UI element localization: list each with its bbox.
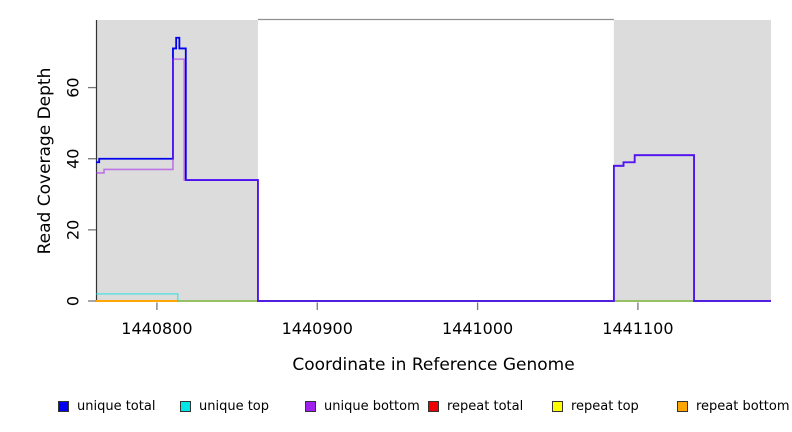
- x-tick-label: 1441100: [602, 319, 673, 338]
- legend-label-unique-total: unique total: [77, 399, 156, 414]
- legend-label-repeat-bottom: repeat bottom: [696, 399, 790, 414]
- legend-label-repeat-total: repeat total: [447, 399, 524, 414]
- legend-item-repeat-top: repeat top: [552, 399, 639, 414]
- legend-item-unique-total: unique total: [58, 399, 155, 414]
- repeat-region-rect: [96, 20, 258, 302]
- y-tick-label: 40: [64, 149, 83, 169]
- repeat-region-rect: [613, 20, 771, 302]
- y-tick-label: 20: [64, 220, 83, 240]
- series-lines: [96, 36, 771, 302]
- x-axis: 1440800 1440900 1441000 1441100: [121, 302, 674, 338]
- legend-item-unique-top: unique top: [180, 399, 269, 414]
- legend-label-repeat-top: repeat top: [571, 399, 639, 414]
- y-axis: 0 20 40 60: [64, 20, 98, 306]
- legend-swatch-repeat-total: [428, 401, 439, 412]
- legend-label-unique-top: unique top: [199, 399, 270, 414]
- series-line-unique-bottom: [96, 58, 771, 302]
- x-tick-label: 1440900: [282, 319, 353, 338]
- x-axis-title: Coordinate in Reference Genome: [292, 355, 575, 375]
- y-tick-label: 0: [64, 296, 83, 306]
- y-tick-label: 60: [64, 77, 83, 97]
- legend-swatch-repeat-bottom: [677, 401, 688, 412]
- repeat-regions: [96, 20, 771, 302]
- x-tick-label: 1440800: [121, 319, 192, 338]
- y-axis-title: Read Coverage Depth: [35, 67, 55, 255]
- legend-item-unique-bottom: unique bottom: [305, 399, 420, 414]
- legend-swatch-unique-total: [58, 401, 69, 412]
- legend-label-unique-bottom: unique bottom: [324, 399, 420, 414]
- legend-swatch-unique-bottom: [305, 401, 316, 412]
- legend-item-repeat-total: repeat total: [428, 399, 523, 414]
- legend-swatch-unique-top: [180, 401, 191, 412]
- legend-swatch-repeat-top: [552, 401, 563, 412]
- x-tick-label: 1441000: [442, 319, 513, 338]
- legend-item-repeat-bottom: repeat bottom: [677, 399, 790, 414]
